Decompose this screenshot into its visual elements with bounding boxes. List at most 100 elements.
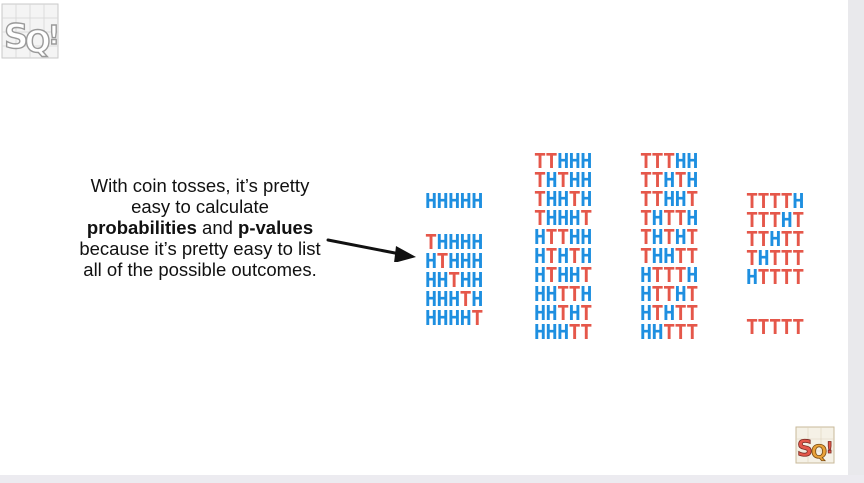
svg-text:!: !	[826, 438, 833, 457]
slide: S Q ! With coin tosses, it’s pretty easy…	[1, 3, 835, 464]
tails-letter: T	[557, 168, 569, 192]
tails-letter: T	[651, 187, 664, 211]
heads-letter: H	[534, 301, 546, 325]
tails-letter: T	[769, 315, 781, 339]
tails-letter: T	[746, 189, 758, 213]
tails-letter: T	[757, 227, 770, 251]
heads-letter: H	[534, 282, 546, 306]
heads-letter: H	[545, 320, 558, 344]
heads-letter: H	[471, 230, 483, 254]
tails-letter: T	[448, 268, 460, 292]
tails-letter: T	[663, 263, 675, 287]
heads-letter: H	[651, 206, 664, 230]
heads-letter: H	[459, 306, 472, 330]
svg-text:S: S	[4, 17, 29, 57]
outcome-sequence: HHTHT	[534, 301, 592, 325]
arrow-icon	[326, 238, 416, 262]
tails-letter: T	[769, 189, 781, 213]
tails-letter: T	[580, 320, 592, 344]
heads-letter: H	[580, 225, 592, 249]
tails-letter: T	[757, 208, 770, 232]
heads-letter: H	[769, 227, 781, 251]
tails-letter: T	[568, 282, 581, 306]
heads-letter: H	[663, 168, 675, 192]
tails-letter: T	[686, 225, 698, 249]
outcome-sequence: HTHHT	[534, 263, 592, 287]
tails-letter: T	[663, 282, 675, 306]
heads-letter: H	[568, 225, 581, 249]
heads-letter: H	[425, 249, 437, 273]
caption-and: and	[196, 217, 239, 238]
heads-letter: H	[674, 187, 687, 211]
heads-letter: H	[557, 187, 569, 211]
heads-letter: H	[640, 320, 652, 344]
outcomes-4-tails: TTTTH TTTHT TTHTT THTTT HTTTT	[746, 189, 804, 289]
heads-letter: H	[651, 320, 664, 344]
svg-text:!: !	[48, 21, 60, 51]
heads-letter: H	[746, 265, 758, 289]
tails-letter: T	[746, 227, 758, 251]
tails-letter: T	[746, 315, 758, 339]
heads-letter: H	[425, 189, 437, 213]
tails-letter: T	[792, 246, 804, 270]
outcome-sequence: HHHHT	[425, 306, 483, 330]
heads-letter: H	[557, 149, 569, 173]
heads-letter: H	[459, 189, 472, 213]
heads-letter: H	[568, 149, 581, 173]
tails-letter: T	[686, 244, 698, 268]
outcome-sequence: THTTH	[640, 206, 698, 230]
outcome-sequence: TTHHH	[534, 149, 592, 173]
outcome-sequence: THHTT	[640, 244, 698, 268]
tails-letter: T	[436, 249, 449, 273]
heads-letter: H	[557, 206, 569, 230]
tails-letter: T	[534, 187, 546, 211]
tails-letter: T	[792, 208, 804, 232]
tails-letter: T	[663, 149, 675, 173]
heads-letter: H	[757, 246, 770, 270]
heads-letter: H	[580, 282, 592, 306]
outcomes-3-tails: TTTHH TTHTH TTHHT THTTH THTHT THHTT HTTTH HTTHT…	[640, 149, 698, 344]
heads-letter: H	[448, 189, 460, 213]
heads-letter: H	[534, 320, 546, 344]
heads-letter: H	[663, 301, 675, 325]
heads-letter: H	[459, 230, 472, 254]
outcomes-0-tails: HHHHH	[425, 189, 483, 213]
statquest-logo-icon: S Q !	[1, 3, 61, 61]
tails-letter: T	[651, 263, 664, 287]
tails-letter: T	[780, 227, 793, 251]
outcome-sequence: THHTH	[534, 187, 592, 211]
heads-letter: H	[663, 244, 675, 268]
bottom-border	[0, 475, 864, 483]
outcomes-5-tails: TTTTT	[746, 315, 804, 339]
heads-letter: H	[425, 287, 437, 311]
tails-letter: T	[651, 168, 664, 192]
tails-letter: T	[792, 315, 804, 339]
heads-letter: H	[580, 149, 592, 173]
tails-letter: T	[568, 187, 581, 211]
tails-letter: T	[780, 246, 793, 270]
tails-letter: T	[780, 265, 793, 289]
svg-text:S: S	[797, 437, 813, 462]
outcomes-2-tails: TTHHH THTHH THHTH THHHT HTTHH HTHTH HTHHT HHTTH…	[534, 149, 592, 344]
tails-letter: T	[534, 168, 546, 192]
right-border	[848, 0, 864, 483]
heads-letter: H	[557, 320, 569, 344]
tails-letter: T	[769, 265, 781, 289]
heads-letter: H	[651, 225, 664, 249]
caption-bold-probabilities: probabilities	[86, 217, 197, 238]
heads-letter: H	[436, 287, 449, 311]
heads-letter: H	[568, 206, 581, 230]
heads-letter: H	[640, 301, 652, 325]
statquest-small-logo-icon: S Q !	[795, 426, 835, 464]
heads-letter: H	[557, 263, 569, 287]
heads-letter: H	[686, 149, 698, 173]
tails-letter: T	[792, 227, 804, 251]
tails-letter: T	[640, 225, 652, 249]
tails-letter: T	[651, 301, 664, 325]
outcome-sequence: HHTTH	[534, 282, 592, 306]
heads-letter: H	[436, 230, 449, 254]
heads-letter: H	[436, 268, 449, 292]
outcome-sequence: HTHTT	[640, 301, 698, 325]
caption-text: With coin tosses, it’s pretty easy to ca…	[45, 175, 355, 280]
tails-letter: T	[557, 282, 569, 306]
